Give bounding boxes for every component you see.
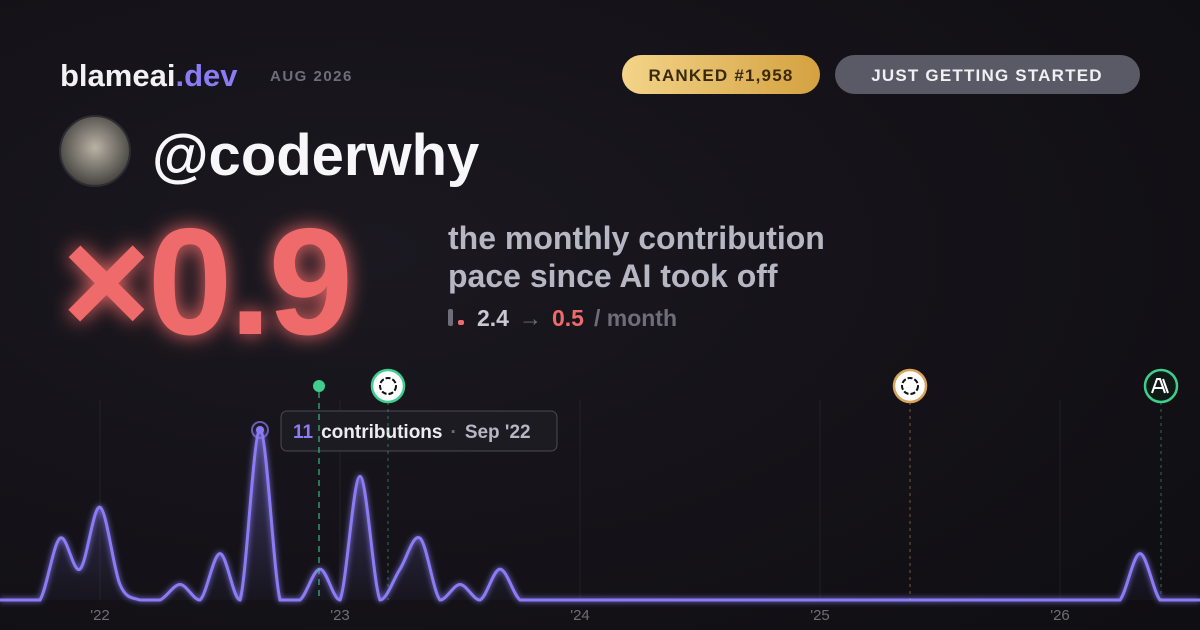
tooltip-date: Sep '22 [465,422,531,443]
arrow: → [519,305,542,331]
event-dot [313,380,325,392]
openai-glyph [901,377,919,395]
tooltip-label: contributions [321,422,442,443]
openai-icon [370,368,406,404]
period: AUG 2026 [270,68,353,85]
rank-text: RANKED #1,958 [648,66,793,85]
x-tick-label: '26 [1050,607,1070,624]
x-tick-label: '22 [90,607,110,624]
line [0,428,1200,602]
tooltip-sep: · [450,422,456,443]
status-text: JUST GETTING STARTED [871,66,1102,85]
x-tick-label: '24 [570,607,590,624]
chart: '22 '23 '24 '25 '26 11 contributions · Sep '22 [0,400,1200,624]
avatar [59,115,131,187]
multiplier: ×0.9 [62,197,350,367]
anthropic-glyph [1151,378,1169,394]
brand-name: blameai [60,58,175,93]
tooltip: 11 contributions · Sep '22 [293,422,531,443]
caption-line: pace since AI took off [448,258,778,294]
event-markers [313,368,1179,600]
brand-tld: .dev [175,58,238,93]
status-badge [835,55,1140,94]
tooltip-value: 11 [293,422,314,443]
rank-badge [622,55,820,94]
brand: blameai.dev [60,58,238,93]
openai-glyph [379,377,397,395]
x-tick-label: '23 [330,607,350,624]
unit: / month [594,305,677,331]
tooltip-box [280,410,558,452]
pace: 2.4 → 0.5 / month [477,305,677,331]
peak-dot [256,426,264,434]
anthropic-icon [1143,368,1179,404]
after-value: 0.5 [552,305,584,331]
after-icon [458,320,464,325]
x-tick-label: '25 [810,607,830,624]
caption-line: the monthly contribution [448,220,825,256]
peak-marker [251,421,269,439]
handle: @coderwhy [152,123,479,188]
before-icon [448,309,453,326]
before-value: 2.4 [477,305,509,331]
openai-icon [892,368,928,404]
